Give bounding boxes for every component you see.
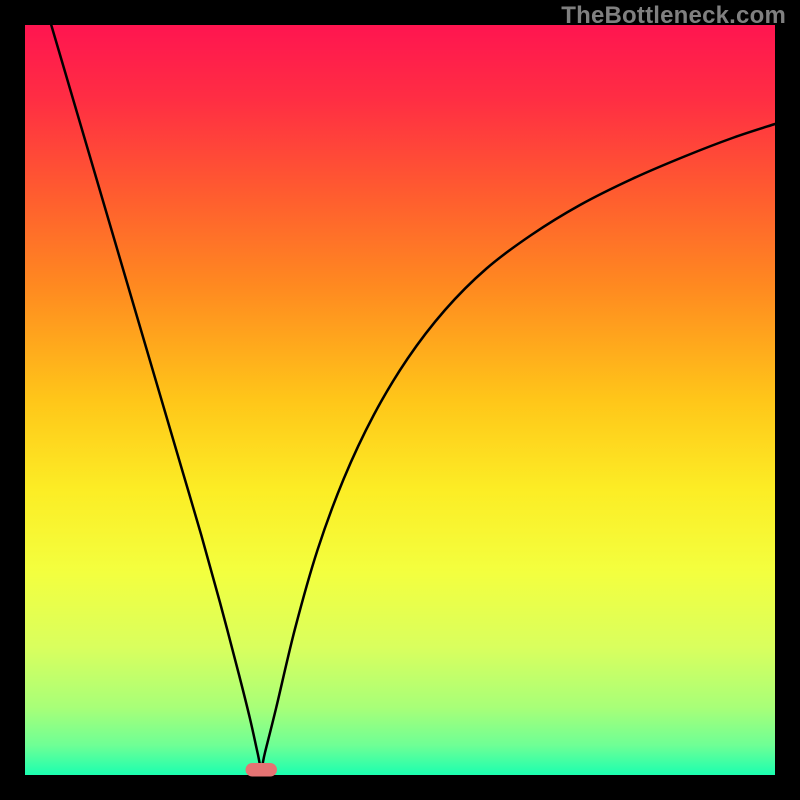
watermark-text: TheBottleneck.com [561, 2, 786, 30]
chart-container: TheBottleneck.com [0, 0, 800, 800]
bottleneck-chart [0, 0, 800, 800]
optimum-marker [246, 763, 278, 777]
plot-background [25, 25, 775, 775]
